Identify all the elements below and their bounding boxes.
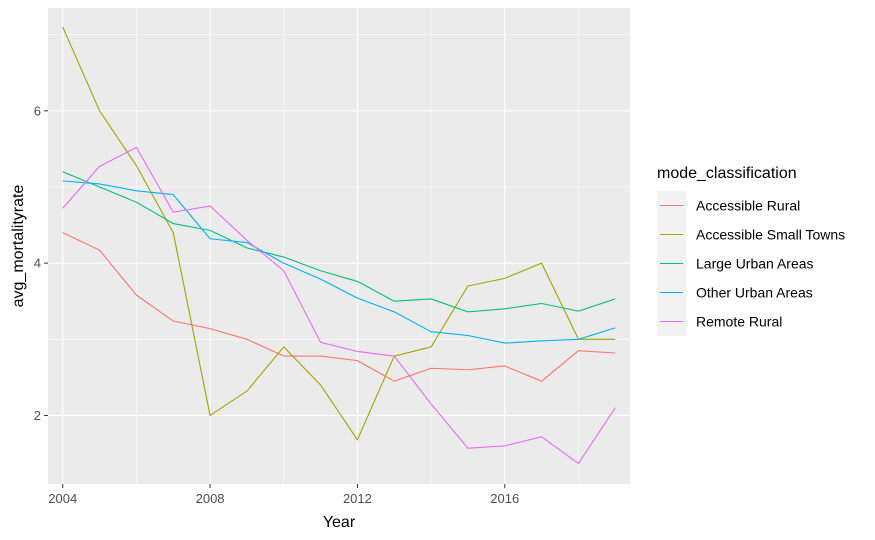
major-gridlines (48, 8, 630, 484)
legend-label: Accessible Rural (696, 198, 800, 214)
y-axis-title: avg_mortalityrate (10, 185, 27, 308)
legend-label: Remote Rural (696, 314, 782, 330)
x-tick-label: 2012 (343, 491, 372, 506)
legend-items: Accessible Rural Accessible Small Towns La… (657, 191, 845, 336)
series-line (62, 180, 616, 344)
y-tick-label: 6 (34, 103, 41, 118)
x-tick-label: 2004 (48, 491, 77, 506)
plot-panel (48, 8, 630, 484)
x-axis-title: Year (323, 514, 356, 531)
series-line (62, 146, 616, 464)
y-tick-label: 2 (34, 408, 41, 423)
series-line (62, 171, 616, 313)
legend-label: Accessible Small Towns (696, 227, 845, 243)
y-tick-label: 4 (34, 256, 41, 271)
legend-title: mode_classification (657, 165, 797, 182)
y-axis: 2 4 6 (34, 103, 48, 423)
minor-gridlines (48, 8, 630, 484)
x-tick-label: 2008 (196, 491, 225, 506)
legend: mode_classification Accessible RuralAcce… (657, 165, 845, 336)
legend-label: Large Urban Areas (696, 256, 814, 272)
series-line (62, 26, 616, 441)
legend-label: Other Urban Areas (696, 285, 813, 301)
series-line (62, 232, 616, 382)
x-axis: 2004 2008 2012 2016 (48, 484, 519, 506)
series-lines (62, 26, 616, 464)
x-tick-label: 2016 (490, 491, 519, 506)
